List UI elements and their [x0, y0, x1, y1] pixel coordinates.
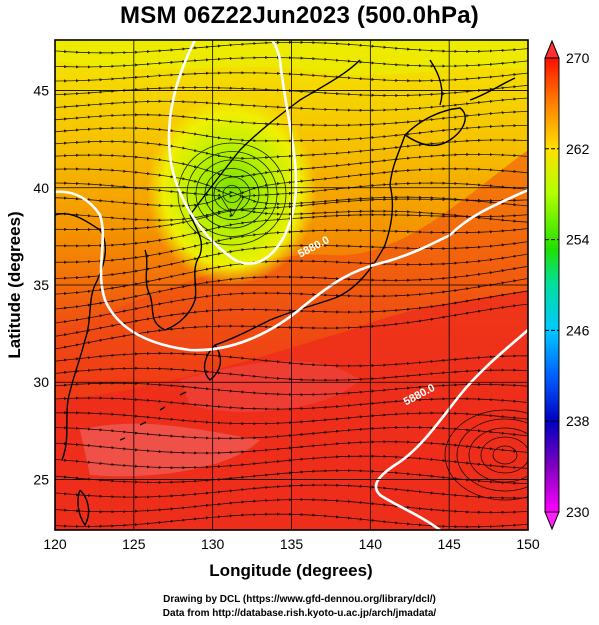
- y-tick-label-30: 30: [33, 374, 49, 390]
- colorbar-label-254: 254: [566, 232, 590, 248]
- x-axis-label: Longitude (degrees): [209, 561, 372, 580]
- colorbar-label-262: 262: [566, 141, 590, 157]
- credit-line-1: Drawing by DCL (https://www.gfd-dennou.o…: [163, 594, 436, 605]
- credits: Drawing by DCL (https://www.gfd-dennou.o…: [0, 593, 599, 621]
- colorbar-gradient: [544, 57, 560, 513]
- x-tick-label-145: 145: [437, 536, 461, 552]
- streamline-34: [222, 185, 242, 203]
- colorbar-max-arrow: [544, 39, 560, 59]
- streamline-44: [444, 409, 528, 501]
- colorbar: 230 238 246 254 262 270: [544, 39, 590, 531]
- x-tick-label-130: 130: [201, 536, 225, 552]
- x-tick-label-150: 150: [516, 536, 540, 552]
- lat-lon-grid: [55, 40, 528, 530]
- x-tick-label-135: 135: [280, 536, 304, 552]
- y-axis-label: Latitude (degrees): [5, 211, 24, 358]
- y-tick-label-35: 35: [33, 277, 49, 293]
- streamline-39: [177, 142, 287, 246]
- x-tick-labels: 120 125 130 135 140 145 150: [43, 536, 540, 552]
- y-tick-label-40: 40: [33, 180, 49, 196]
- streamline-40: [492, 445, 518, 465]
- colorbar-label-270: 270: [566, 50, 590, 66]
- y-tick-label-45: 45: [33, 83, 49, 99]
- contour-lines: [55, 40, 528, 530]
- streamline-35: [213, 176, 251, 212]
- colorbar-label-246: 246: [566, 322, 590, 338]
- x-tick-label-140: 140: [359, 536, 383, 552]
- map-title: MSM 06Z22Jun2023 (500.0hPa): [120, 2, 479, 29]
- colorbar-min-arrow: [544, 511, 560, 531]
- coastlines: [55, 59, 516, 527]
- colorbar-ticks: 230 238 246 254 262 270: [545, 50, 590, 520]
- streamline-42: [468, 427, 528, 483]
- colorbar-label-238: 238: [566, 413, 590, 429]
- streamline-41: [480, 436, 528, 474]
- x-tick-label-120: 120: [43, 536, 67, 552]
- colorbar-label-230: 230: [566, 504, 590, 520]
- credit-line-2: Data from http://database.rish.kyoto-u.a…: [162, 608, 437, 619]
- x-tick-label-125: 125: [122, 536, 146, 552]
- streamline-38: [186, 151, 278, 237]
- y-tick-labels: 25 30 35 40 45: [33, 83, 49, 488]
- y-tick-label-25: 25: [33, 471, 49, 487]
- streamline-43: [456, 418, 528, 492]
- plot-frame: [54, 39, 529, 531]
